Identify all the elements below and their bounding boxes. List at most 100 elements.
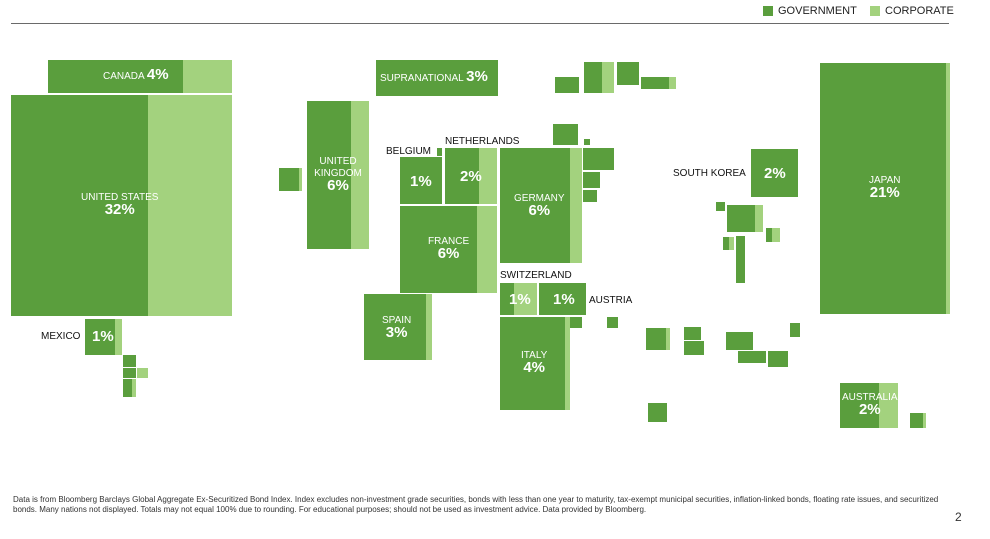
small-country-block — [553, 124, 578, 145]
country-belgium: 1% — [400, 157, 442, 204]
country-netherlands: 2% — [445, 148, 497, 204]
australia-name: AUSTRALIA — [842, 392, 898, 403]
us-corporate-block — [148, 95, 232, 316]
france-label: FRANCE 6% — [428, 236, 469, 262]
legend-corporate: CORPORATE — [870, 5, 954, 17]
netherlands-name: NETHERLANDS — [445, 136, 520, 147]
small-country-block — [684, 341, 704, 355]
top-rule — [11, 23, 949, 24]
small-country-block — [738, 351, 766, 363]
austria-name: AUSTRIA — [589, 295, 633, 306]
small-country-block — [923, 413, 926, 428]
small-country-block — [641, 77, 669, 89]
south-korea-name: SOUTH KOREA — [673, 168, 746, 179]
small-country-block — [716, 202, 725, 211]
belgium-government-block — [400, 157, 442, 204]
mexico-government-block — [85, 319, 115, 355]
small-country-block — [123, 355, 136, 367]
switzerland-share: 1% — [509, 291, 531, 308]
japan-name: JAPAN — [869, 175, 901, 186]
country-australia: AUSTRALIA 2% — [840, 383, 898, 428]
spain-share: 3% — [385, 324, 408, 341]
small-country-block — [666, 328, 670, 350]
supranational-label: SUPRANATIONAL 3% — [380, 68, 488, 85]
japan-label: JAPAN 21% — [869, 175, 901, 201]
australia-corporate-block — [879, 383, 898, 428]
australia-government-block — [840, 383, 879, 428]
germany-share: 6% — [528, 202, 551, 219]
small-country-block — [584, 62, 602, 93]
legend-government: GOVERNMENT — [763, 5, 857, 17]
south-korea-government-block — [751, 149, 798, 197]
italy-corporate-block — [565, 317, 570, 410]
uk-government-block — [307, 101, 351, 249]
country-japan: JAPAN 21% — [820, 63, 950, 314]
legend-corporate-label: CORPORATE — [885, 5, 954, 17]
spain-corporate-block — [426, 294, 432, 360]
small-country-block — [132, 379, 136, 397]
small-country-block — [766, 228, 772, 242]
uk-name-line1: UNITED — [319, 156, 357, 167]
country-france: FRANCE 6% — [400, 206, 497, 293]
netherlands-government-block — [445, 148, 479, 204]
supranational-share: 3% — [466, 68, 488, 85]
italy-share: 4% — [523, 359, 545, 376]
country-spain: SPAIN 3% — [364, 294, 432, 360]
us-label: UNITED STATES 32% — [81, 192, 158, 218]
switzerland-corporate-block — [514, 283, 537, 315]
small-country-block — [684, 327, 701, 340]
small-country-block — [727, 205, 755, 232]
small-country-block — [137, 368, 148, 378]
small-country-block — [584, 139, 590, 145]
small-country-block — [570, 317, 582, 328]
canada-label: CANADA 4% — [103, 66, 169, 83]
mexico-name: MEXICO — [41, 331, 81, 342]
germany-name: GERMANY — [514, 193, 565, 204]
country-canada: CANADA 4% — [48, 60, 232, 93]
small-country-block — [602, 62, 614, 93]
belgium-name: BELGIUM — [386, 146, 432, 157]
small-country-block — [736, 236, 745, 283]
switzerland-name: SWITZERLAND — [500, 270, 572, 281]
switzerland-government-block — [500, 283, 514, 315]
canada-government-block — [48, 60, 183, 93]
country-united-states: UNITED STATES 32% — [11, 95, 232, 316]
small-country-block — [617, 62, 639, 85]
small-country-block — [646, 328, 666, 350]
uk-name-line2: KINGDOM — [314, 168, 362, 179]
netherlands-corporate-block — [479, 148, 497, 204]
spain-government-block — [364, 294, 426, 360]
country-switzerland: 1% — [500, 283, 537, 315]
legend-government-label: GOVERNMENT — [778, 5, 857, 17]
small-country-block — [279, 168, 299, 191]
small-country-block — [790, 323, 800, 337]
country-austria: 1% — [539, 283, 586, 315]
germany-corporate-block — [570, 148, 582, 263]
small-country-block — [648, 403, 667, 422]
canada-corporate-block — [183, 60, 232, 93]
country-germany: GERMANY 6% — [500, 148, 582, 263]
us-government-block — [11, 95, 148, 316]
small-country-block — [583, 172, 600, 188]
small-country-block — [123, 368, 136, 378]
small-country-block — [729, 237, 734, 250]
japan-government-block — [820, 63, 946, 314]
small-country-block — [123, 379, 132, 397]
canada-share: 4% — [146, 66, 169, 83]
germany-government-block — [500, 148, 570, 263]
italy-name: ITALY — [521, 350, 548, 361]
italy-government-block — [500, 317, 565, 410]
country-italy: ITALY 4% — [500, 317, 570, 410]
uk-corporate-block — [351, 101, 369, 249]
page-number: 2 — [955, 510, 962, 524]
uk-label: UNITED KINGDOM 6% — [313, 156, 363, 194]
japan-corporate-block — [946, 63, 950, 314]
austria-share: 1% — [553, 291, 575, 308]
country-south-korea: 2% — [751, 149, 798, 197]
netherlands-share: 2% — [460, 168, 482, 185]
us-name: UNITED STATES — [81, 192, 159, 203]
supranational-name: SUPRANATIONAL — [380, 73, 464, 84]
mexico-corporate-block — [115, 319, 122, 355]
germany-label: GERMANY 6% — [514, 193, 565, 219]
small-country-block — [726, 332, 753, 350]
